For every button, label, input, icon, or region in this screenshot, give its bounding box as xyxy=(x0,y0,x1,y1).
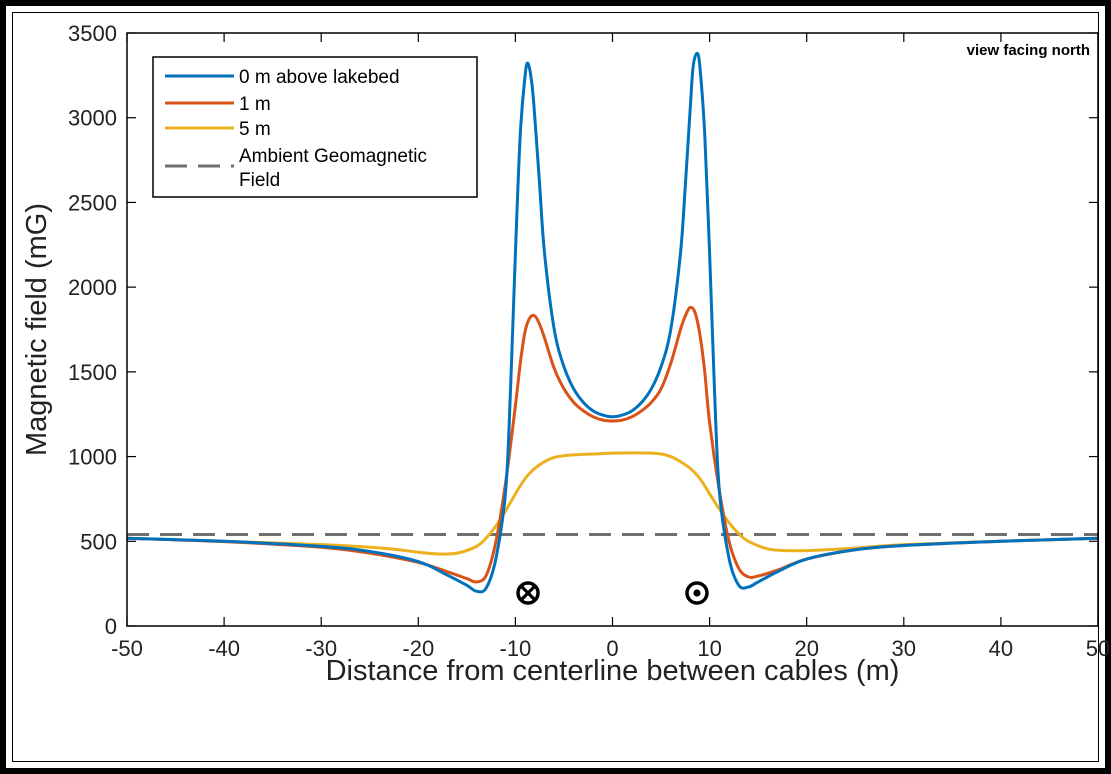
x-tick-label: -10 xyxy=(500,636,532,661)
x-tick-label: 30 xyxy=(892,636,916,661)
legend-label: Ambient Geomagnetic Field xyxy=(239,146,427,191)
y-tick-label: 1500 xyxy=(68,360,117,385)
y-tick-label: 0 xyxy=(105,614,117,639)
series-line xyxy=(127,451,1098,556)
x-tick-label: 0 xyxy=(606,636,618,661)
legend: 0 m above lakebed 1 m 5 m Ambient Geomagnet… xyxy=(152,56,478,198)
x-axis-label: Distance from centerline between cables … xyxy=(326,655,900,687)
y-tick-label: 3500 xyxy=(68,21,117,46)
x-tick-label: -40 xyxy=(208,636,240,661)
cable-out-of-page-icon xyxy=(685,581,709,605)
x-tick-label: 10 xyxy=(697,636,721,661)
y-tick-label: 1000 xyxy=(68,445,117,470)
x-tick-label: 50 xyxy=(1086,636,1110,661)
x-axis-ticks: -50 -40 -30 -20 -10 0 10 20 30 40 50 xyxy=(111,33,1110,661)
y-axis-ticks: 0 500 1000 1500 2000 2500 3000 3500 xyxy=(68,21,1098,639)
y-tick-label: 3000 xyxy=(68,106,117,131)
y-tick-label: 500 xyxy=(80,529,117,554)
cable-markers xyxy=(516,581,709,605)
y-tick-label: 2000 xyxy=(68,275,117,300)
view-direction-note: view facing north xyxy=(967,42,1090,59)
plot-lines xyxy=(127,51,1098,594)
cable-into-page-icon xyxy=(516,581,540,605)
x-tick-label: -30 xyxy=(305,636,337,661)
legend-label: 5 m xyxy=(239,119,271,140)
x-tick-label: -50 xyxy=(111,636,143,661)
x-tick-label: -20 xyxy=(402,636,434,661)
x-tick-label: 40 xyxy=(989,636,1013,661)
legend-label: 1 m xyxy=(239,94,271,115)
y-axis-label: Magnetic field (mG) xyxy=(21,203,53,456)
series-line xyxy=(127,51,1098,594)
y-tick-label: 2500 xyxy=(68,190,117,215)
series-line xyxy=(127,305,1098,584)
legend-label: 0 m above lakebed xyxy=(239,67,400,88)
x-tick-label: 20 xyxy=(794,636,818,661)
